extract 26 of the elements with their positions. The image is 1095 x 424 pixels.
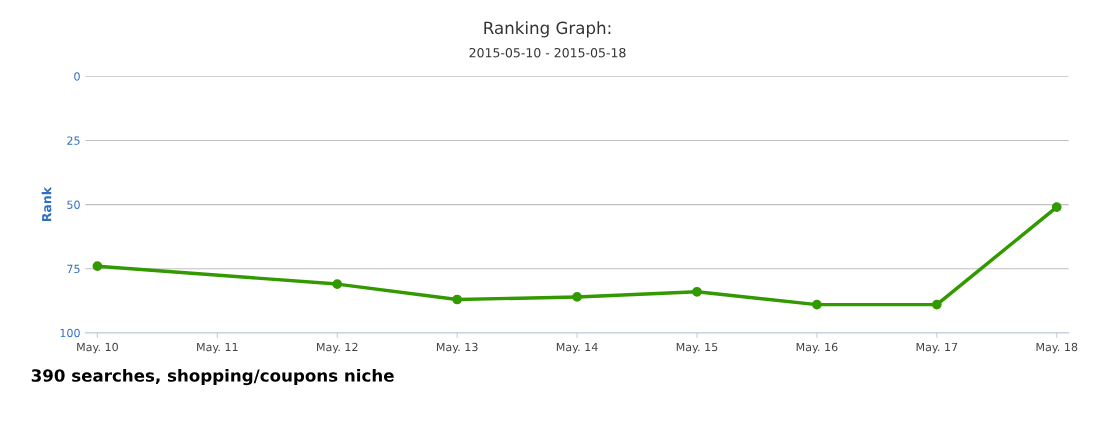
- y-tick-label: 25: [67, 136, 80, 145]
- x-tick-label: May. 11: [197, 342, 238, 354]
- y-tick-label: 0: [74, 72, 80, 81]
- y-tick-label: 100: [60, 328, 80, 338]
- x-tick-label: May. 17: [916, 342, 958, 354]
- chart-subtitle: 2015-05-10 - 2015-05-18: [469, 47, 626, 58]
- chart-title: Ranking Graph:: [484, 21, 611, 38]
- x-tick-label: May. 13: [436, 342, 478, 354]
- x-tick-label: May. 14: [556, 342, 598, 354]
- x-tick-label: May. 10: [77, 342, 118, 354]
- x-tick-label: May. 12: [317, 342, 358, 354]
- point: [452, 294, 463, 305]
- point: [692, 286, 702, 297]
- point: [1051, 202, 1062, 213]
- point: [572, 292, 582, 302]
- y-axis-title: Rank: [41, 186, 52, 222]
- point: [92, 261, 103, 272]
- x-tick-label: May. 18: [1036, 342, 1078, 354]
- x-tick-label: May. 16: [796, 342, 838, 354]
- y-tick-label: 75: [67, 264, 80, 274]
- text: 390 searches, shopping/coupons niche: [31, 368, 394, 386]
- y-tick-label: 50: [67, 200, 80, 209]
- point: [931, 299, 942, 310]
- point: [332, 279, 343, 289]
- x-tick-label: May. 15: [676, 342, 718, 354]
- point: [812, 299, 822, 310]
